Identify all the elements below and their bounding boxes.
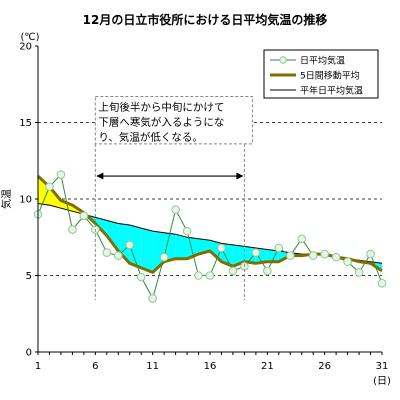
x-unit: (日) bbox=[373, 376, 391, 387]
point-daily-10 bbox=[136, 272, 146, 282]
point-daily-21 bbox=[263, 266, 272, 276]
fill-above-normal-1-0 bbox=[38, 176, 50, 206]
legend-label-1: 日平均気温 bbox=[300, 55, 345, 67]
point-daily-11 bbox=[148, 294, 157, 303]
y-axis-label: 気温 bbox=[0, 189, 13, 209]
y-tick-label-10: 10 bbox=[19, 195, 32, 206]
fill-below-normal-9-0 bbox=[129, 225, 142, 268]
fill-below-normal-21-0 bbox=[267, 249, 279, 262]
legend-label-2: 5日間移動平均 bbox=[300, 70, 360, 82]
series-line-daily bbox=[37, 173, 383, 300]
point-daily-7 bbox=[102, 248, 112, 257]
point-daily-9 bbox=[125, 240, 135, 250]
annotation-line-3: り、気温が低くなる。 bbox=[98, 130, 203, 143]
point-daily-2 bbox=[45, 182, 54, 192]
x-tick-label-16: 16 bbox=[204, 361, 217, 372]
point-daily-26 bbox=[320, 249, 329, 259]
point-daily-16 bbox=[205, 271, 215, 280]
point-daily-24 bbox=[297, 234, 307, 244]
annotation-arrowhead-right bbox=[236, 172, 244, 180]
legend-label-3: 平年日平均気温 bbox=[300, 85, 363, 97]
point-daily-17 bbox=[217, 243, 226, 253]
annotation-line-1: 上旬後半から中旬にかけて bbox=[98, 100, 224, 113]
fill-below-normal-10-0 bbox=[141, 228, 153, 273]
point-daily-25 bbox=[308, 251, 318, 260]
legend-marker-daily bbox=[279, 56, 287, 64]
x-tick-label-31: 31 bbox=[376, 361, 389, 372]
point-daily-13 bbox=[171, 205, 180, 215]
point-daily-22 bbox=[274, 243, 284, 253]
series-line-moving-average bbox=[36, 175, 383, 274]
point-daily-14 bbox=[182, 226, 192, 236]
y-tick-label-5: 5 bbox=[26, 271, 32, 282]
point-daily-15 bbox=[194, 271, 203, 280]
point-daily-12 bbox=[159, 252, 169, 262]
point-daily-31 bbox=[377, 278, 387, 288]
point-daily-5 bbox=[79, 211, 89, 221]
point-daily-18 bbox=[228, 266, 238, 276]
annotation-line-2: 下層へ寒気が入るようにな bbox=[98, 115, 224, 128]
y-tick-label-0: 0 bbox=[26, 348, 32, 359]
fill-below-normal-13-0 bbox=[175, 234, 188, 259]
annotation-box bbox=[94, 95, 253, 145]
x-tick-label-21: 21 bbox=[261, 361, 274, 372]
point-daily-23 bbox=[285, 251, 295, 260]
point-daily-20 bbox=[251, 248, 261, 257]
point-daily-30 bbox=[366, 249, 375, 259]
x-tick-label-1: 1 bbox=[35, 361, 41, 372]
point-daily-29 bbox=[354, 268, 364, 277]
point-daily-4 bbox=[68, 225, 77, 234]
x-tick-label-11: 11 bbox=[146, 361, 159, 372]
x-tick-label-6: 6 bbox=[92, 361, 98, 372]
fill-below-normal-7-0 bbox=[106, 220, 119, 251]
y-tick-label-20: 20 bbox=[19, 42, 32, 53]
y-tick-label-15: 15 bbox=[19, 118, 32, 129]
point-daily-27 bbox=[331, 252, 341, 262]
chart-title: 12月の日立市役所における日平均気温の推移 bbox=[83, 12, 328, 27]
annotation-arrowhead-left bbox=[96, 172, 104, 180]
x-tick-label-26: 26 bbox=[318, 361, 331, 372]
fill-below-normal-11-0 bbox=[152, 231, 165, 273]
fill-below-normal-18-0 bbox=[232, 244, 245, 267]
point-daily-8 bbox=[113, 251, 123, 260]
point-daily-3 bbox=[56, 170, 66, 179]
y-unit: (℃) bbox=[20, 32, 39, 43]
point-daily-28 bbox=[343, 257, 352, 267]
